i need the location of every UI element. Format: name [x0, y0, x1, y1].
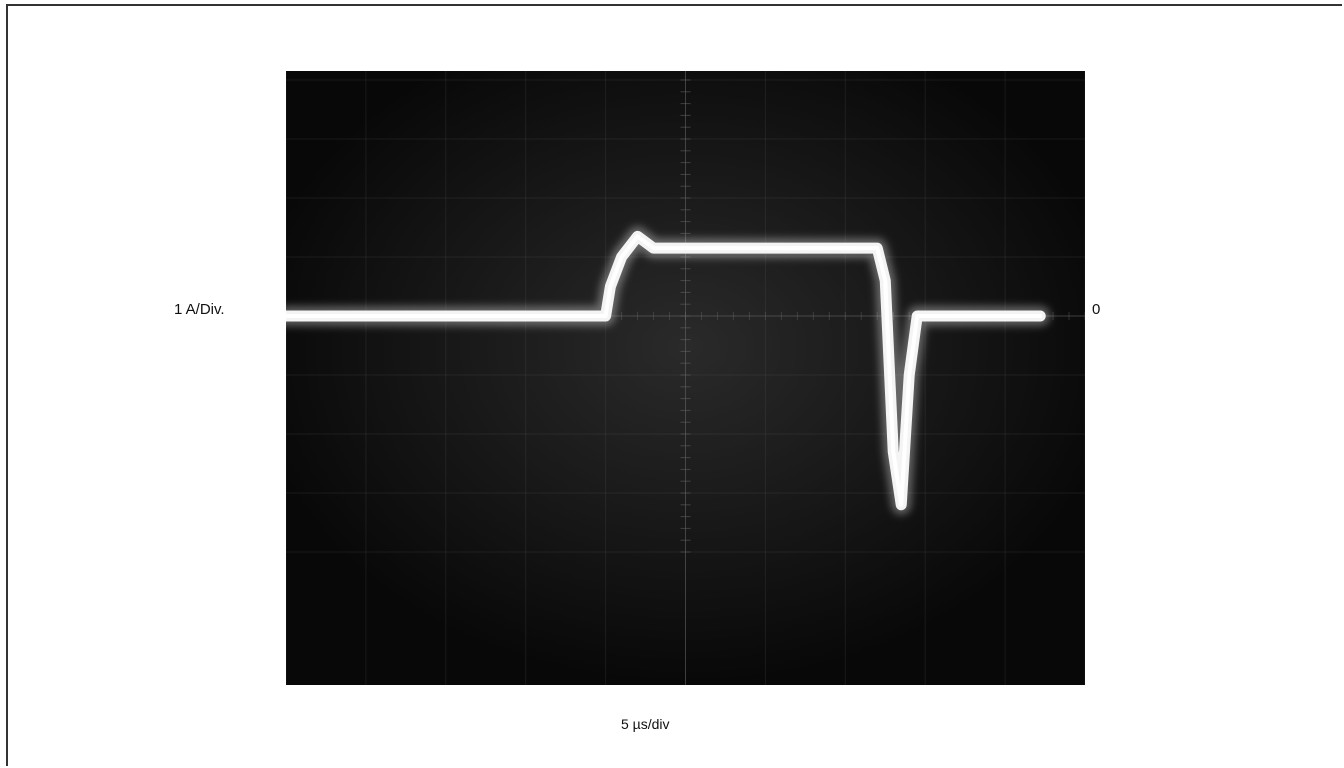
- oscilloscope-screen: [286, 71, 1085, 685]
- series-0-core: [286, 234, 1043, 507]
- figure-frame: [6, 4, 1342, 766]
- y-axis-label: 1 A/Div.: [174, 301, 225, 318]
- zero-reference-label: 0: [1092, 301, 1101, 318]
- oscilloscope-plot: [286, 71, 1085, 685]
- x-axis-label: 5 µs/div: [621, 716, 670, 732]
- trace-group: [286, 226, 1051, 515]
- screen-glow: [286, 71, 1085, 685]
